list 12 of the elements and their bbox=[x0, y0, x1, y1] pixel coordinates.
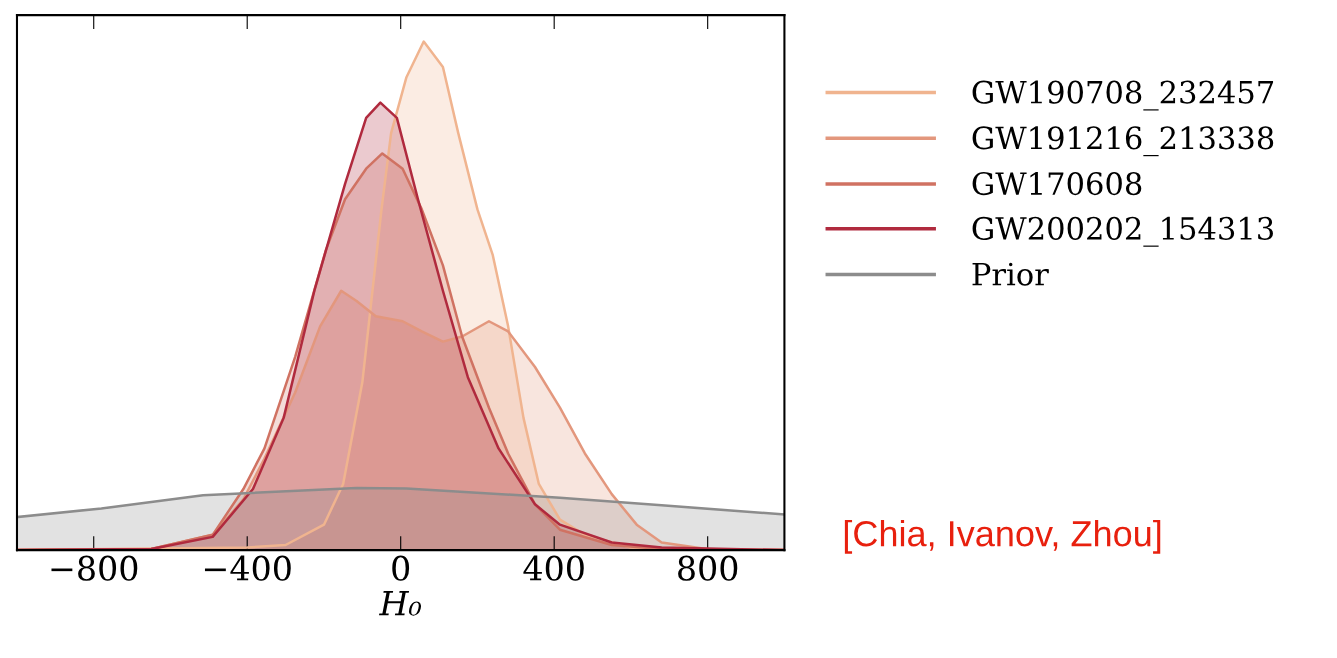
legend-label: GW170608 bbox=[972, 172, 1142, 196]
x-tick-label: −400 bbox=[204, 555, 291, 581]
x-tick-label: −800 bbox=[51, 555, 138, 581]
text: [Chia, Ivanov, Zhou] bbox=[844, 519, 1161, 554]
legend-label: GW191216_213338 bbox=[972, 126, 1274, 157]
x-tick-label: 400 bbox=[523, 555, 584, 581]
legend-label: GW200202_154313 bbox=[972, 216, 1273, 247]
x-tick-label: 0 bbox=[392, 555, 410, 581]
x-axis-title: H₀ bbox=[378, 591, 421, 616]
legend-label: GW190708_232457 bbox=[972, 80, 1274, 111]
legend-label: Prior bbox=[972, 262, 1049, 286]
x-tick-label: 800 bbox=[678, 555, 738, 581]
